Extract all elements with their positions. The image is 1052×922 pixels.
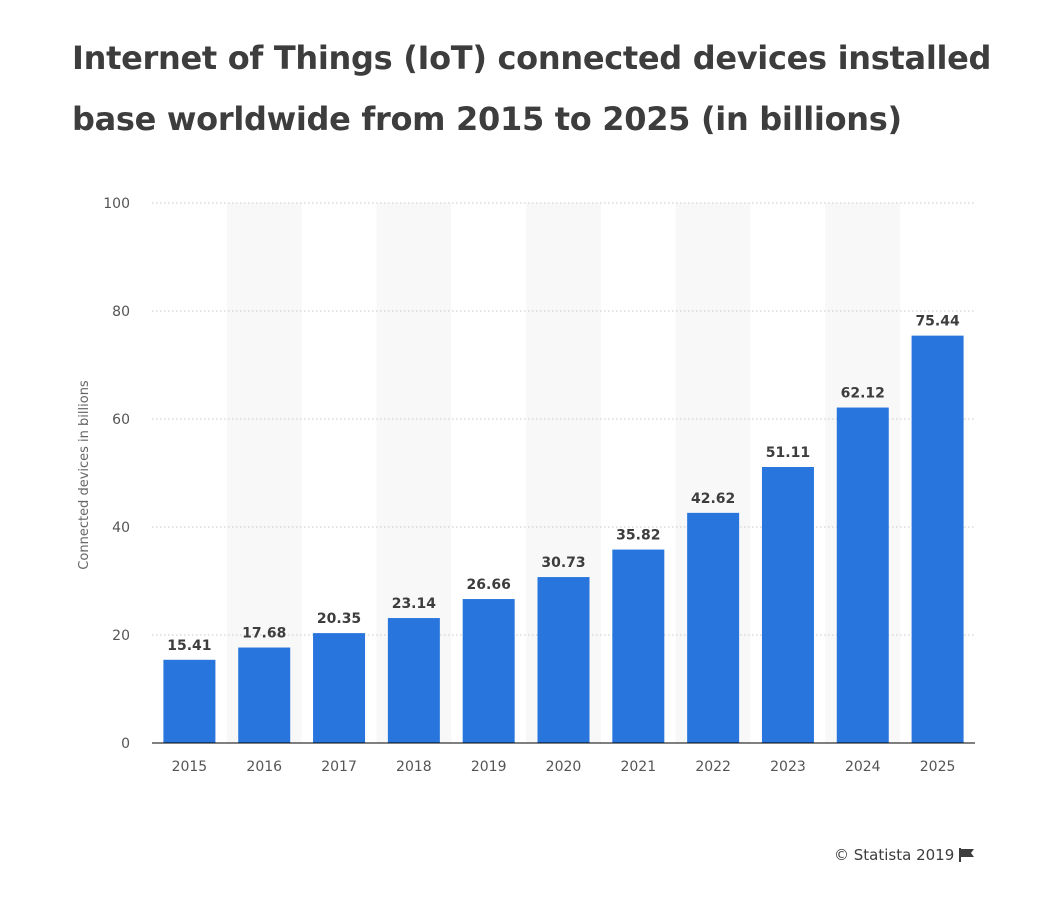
- gridlines: [152, 202, 975, 636]
- x-tick-2020: 2020: [546, 759, 582, 775]
- bar-2022[interactable]: [687, 512, 740, 743]
- bar-2024[interactable]: [836, 407, 889, 743]
- y-tick-label: 40: [112, 520, 130, 536]
- x-tick-2017: 2017: [321, 759, 357, 775]
- data-label-2016: 17.68: [242, 626, 286, 642]
- data-label-2018: 23.14: [392, 596, 437, 612]
- bar-2018[interactable]: [387, 618, 440, 743]
- x-tick-2016: 2016: [246, 759, 282, 775]
- bar-2020[interactable]: [537, 577, 590, 743]
- bar-2017[interactable]: [313, 633, 366, 743]
- bar-2025[interactable]: [911, 335, 964, 743]
- bar-2021[interactable]: [612, 549, 665, 743]
- data-label-2017: 20.35: [317, 611, 361, 627]
- x-tick-2015: 2015: [172, 759, 208, 775]
- x-tick-2021: 2021: [620, 759, 656, 775]
- data-label-2015: 15.41: [167, 638, 211, 654]
- bar-2023[interactable]: [761, 467, 814, 743]
- x-tick-2025: 2025: [920, 759, 956, 775]
- data-label-2025: 75.44: [915, 314, 960, 330]
- x-tick-2023: 2023: [770, 759, 806, 775]
- x-tick-2024: 2024: [845, 759, 881, 775]
- y-tick-label: 60: [112, 412, 130, 428]
- y-tick-label: 0: [121, 736, 130, 752]
- data-label-2019: 26.66: [467, 577, 511, 593]
- data-label-2024: 62.12: [841, 386, 885, 402]
- data-label-2020: 30.73: [541, 555, 585, 571]
- bar-2015[interactable]: [163, 659, 216, 743]
- y-tick-labels: 0 20 40 60 80 100: [103, 196, 130, 752]
- chart-title: Internet of Things (IoT) connected devic…: [72, 39, 992, 138]
- y-tick-label: 20: [112, 628, 130, 644]
- y-tick-label: 80: [112, 304, 130, 320]
- y-axis-label: Connected devices in billions: [77, 380, 92, 570]
- x-tick-2022: 2022: [695, 759, 731, 775]
- bar-2019[interactable]: [462, 599, 515, 743]
- x-tick-labels: 2015 2016 2017 2018 2019 2020 2021 2022 2023 2024…: [172, 759, 956, 775]
- data-label-2023: 51.11: [766, 445, 810, 461]
- bars: [163, 335, 964, 743]
- bar-2016[interactable]: [238, 647, 291, 743]
- x-tick-2018: 2018: [396, 759, 432, 775]
- credit-text: © Statista 2019: [834, 846, 955, 864]
- data-label-2021: 35.82: [616, 528, 660, 544]
- value-labels: 15.41 17.68 20.35 23.14 26.66 30.73 35.82 42.62…: [167, 314, 960, 654]
- x-tick-2019: 2019: [471, 759, 507, 775]
- y-tick-label: 100: [103, 196, 130, 212]
- data-label-2022: 42.62: [691, 491, 735, 507]
- statista-credit[interactable]: © Statista 2019: [834, 846, 976, 864]
- flag-icon[interactable]: [958, 847, 976, 863]
